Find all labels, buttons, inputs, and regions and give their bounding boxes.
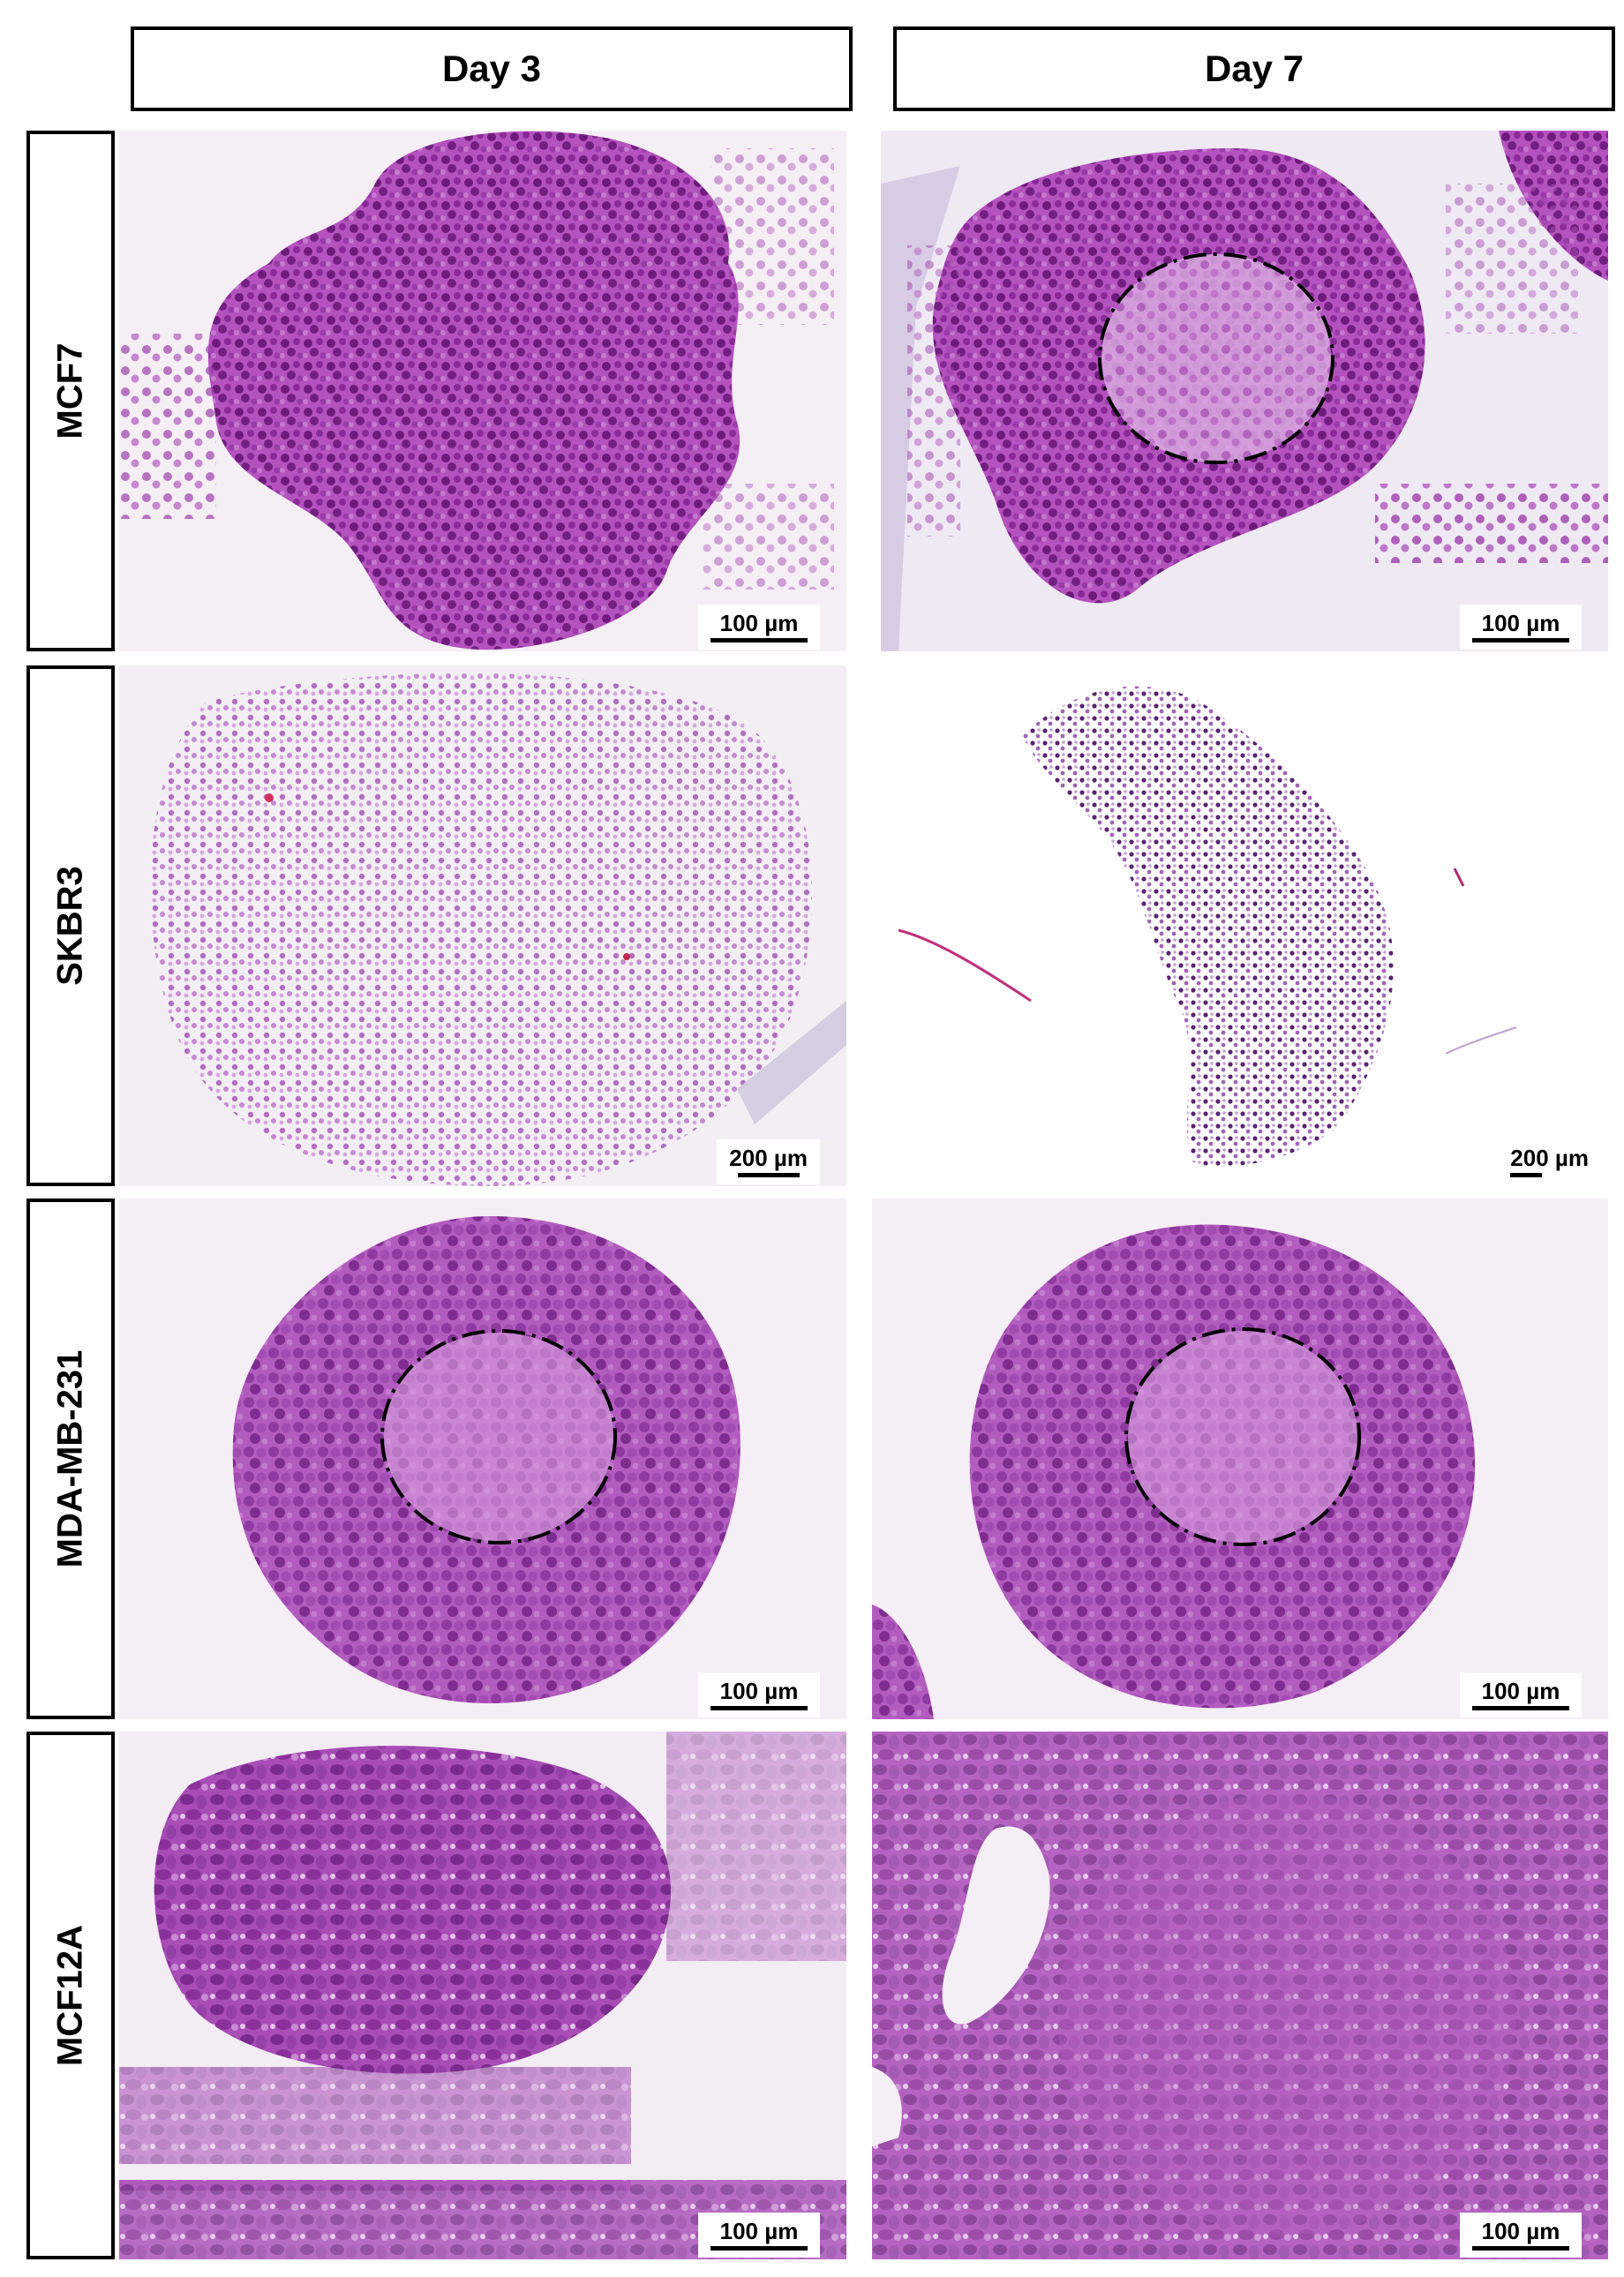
- micrograph-mcf12a-day7: 100 µm: [872, 1732, 1608, 2259]
- scale-bar-line: [710, 1706, 808, 1710]
- micrograph-mcf12a-day3: 100 µm: [119, 1732, 846, 2259]
- row-header-mcf7-label: MCF7: [50, 342, 90, 440]
- row-header-mda-mb-231: MDA-MB-231: [26, 1199, 115, 1719]
- scale-bar-line: [1472, 1706, 1569, 1710]
- scale-bar-mcf12a-day3: 100 µm: [698, 2213, 820, 2258]
- scale-bar-label: 100 µm: [719, 1678, 799, 1704]
- micrograph-mda-mb-231-day7: 100 µm: [872, 1199, 1608, 1719]
- micrograph-skbr3-day3: 200 µm: [119, 665, 846, 1186]
- scale-bar-label: 100 µm: [1481, 610, 1560, 636]
- scale-bar-label: 100 µm: [719, 2218, 799, 2244]
- scale-bar-mda-day3: 100 µm: [698, 1672, 820, 1717]
- scale-bar-skbr3-day7: 200 µm: [1498, 1139, 1601, 1184]
- row-header-mcf12a-label: MCF12A: [50, 1924, 90, 2067]
- scale-bar-line: [1510, 1173, 1543, 1177]
- scale-bar-label: 100 µm: [1481, 1678, 1560, 1704]
- scale-bar-skbr3-day3: 200 µm: [717, 1139, 820, 1184]
- scale-bar-mcf7-day3: 100 µm: [698, 605, 820, 650]
- row-header-skbr3-label: SKBR3: [50, 866, 90, 986]
- scale-bar-mcf7-day7: 100 µm: [1460, 605, 1582, 650]
- column-header-day7: Day 7: [893, 26, 1615, 111]
- micrograph-skbr3-day7: 200 µm: [881, 665, 1608, 1186]
- row-header-mda-mb-231-label: MDA-MB-231: [50, 1349, 90, 1568]
- scale-bar-line: [710, 2246, 808, 2251]
- scale-bar-mcf12a-day7: 100 µm: [1460, 2213, 1582, 2258]
- scale-bar-label: 100 µm: [719, 610, 799, 636]
- scale-bar-label: 100 µm: [1481, 2218, 1560, 2244]
- column-header-day3-label: Day 3: [441, 48, 542, 89]
- column-header-day3: Day 3: [131, 26, 853, 111]
- row-header-skbr3: SKBR3: [26, 665, 115, 1186]
- row-header-mcf12a: MCF12A: [26, 1732, 115, 2259]
- micrograph-mcf7-day3: 100 µm: [119, 131, 846, 651]
- column-header-day7-label: Day 7: [1204, 48, 1304, 89]
- row-header-mcf7: MCF7: [26, 131, 115, 651]
- micrograph-mda-mb-231-day3: 100 µm: [119, 1199, 846, 1719]
- scale-bar-line: [710, 638, 808, 643]
- micrograph-mcf7-day7: 100 µm: [881, 131, 1608, 651]
- scale-bar-line: [737, 1173, 800, 1177]
- scale-bar-label: 200 µm: [729, 1145, 808, 1171]
- scale-bar-line: [1472, 2246, 1569, 2251]
- scale-bar-label: 200 µm: [1510, 1145, 1589, 1171]
- scale-bar-mda-day7: 100 µm: [1460, 1672, 1582, 1717]
- scale-bar-line: [1472, 638, 1569, 643]
